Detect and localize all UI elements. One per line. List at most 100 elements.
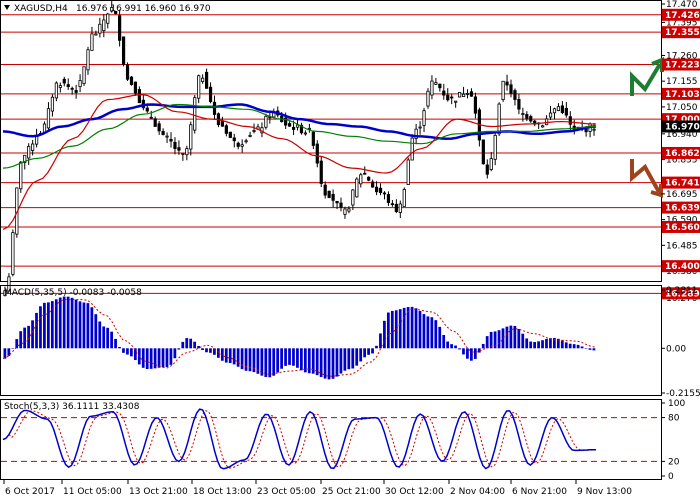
candle-body	[133, 81, 138, 94]
candle-body	[544, 118, 549, 126]
ohlc-values: 16.976 16.991 16.960 16.970	[76, 4, 211, 14]
macd-bar	[110, 331, 113, 349]
candle-body	[161, 131, 165, 135]
candle-body	[386, 194, 391, 203]
macd-bar	[521, 333, 525, 349]
macd-bar	[311, 348, 315, 374]
price-tick-label: 16.835	[666, 156, 698, 166]
macd-bar	[118, 346, 121, 349]
macd-bar	[489, 331, 493, 349]
candle-body	[465, 93, 470, 95]
macd-bar	[556, 338, 560, 349]
candle-body	[114, 10, 118, 14]
price-tick-label: 16.695	[666, 190, 698, 200]
candle-body	[197, 75, 201, 99]
candle-body	[430, 80, 434, 96]
macd-bar	[545, 338, 548, 349]
macd-bar	[256, 348, 260, 374]
candle-body	[94, 33, 98, 36]
moving-average-line-1	[2, 103, 597, 169]
macd-bar	[264, 348, 268, 377]
candle-body	[513, 90, 517, 100]
price-tick-label: 17.155	[666, 77, 698, 87]
macd-bar	[149, 348, 153, 369]
level-tag	[662, 220, 700, 233]
candle-body	[220, 120, 225, 127]
macd-bar	[228, 348, 232, 364]
candle-body	[27, 146, 31, 159]
macd-bar	[560, 340, 564, 349]
macd-bar	[327, 348, 331, 380]
macd-bar	[23, 327, 27, 349]
candle-body	[121, 36, 126, 65]
macd-bar	[390, 310, 394, 349]
candle-body	[177, 147, 181, 151]
macd-bar	[592, 348, 596, 351]
level-tag-label: 17.426	[665, 11, 700, 21]
macd-bar	[303, 348, 307, 373]
macd-bar	[375, 345, 378, 349]
level-tag-label: 16.741	[665, 179, 700, 189]
candle-body	[19, 161, 23, 190]
arrow-down-icon-head	[650, 184, 663, 198]
level-tag	[662, 201, 700, 214]
time-tick-label: 25 Oct 21:00	[322, 487, 381, 497]
macd-bar	[307, 348, 311, 374]
candlesticks	[3, 1, 596, 297]
macd-bar	[434, 320, 438, 349]
macd-bar	[458, 348, 461, 350]
stoch-panel-frame	[0, 399, 662, 480]
macd-bar	[161, 348, 165, 368]
candle-body	[450, 96, 454, 99]
macd-bar	[553, 337, 556, 349]
candle-body	[149, 116, 153, 119]
level-tag-label: 17.223	[665, 61, 700, 71]
time-tick-label: 2 Nov 04:00	[450, 487, 505, 497]
candle-body	[248, 135, 252, 137]
macd-bar	[66, 296, 70, 349]
candle-body	[414, 128, 418, 139]
macd-bar	[102, 326, 106, 349]
macd-bar	[505, 326, 509, 349]
macd-bar	[284, 348, 287, 366]
candle-body	[461, 93, 466, 98]
macd-bar	[114, 338, 117, 349]
candle-body	[11, 232, 15, 275]
candle-body	[390, 203, 395, 206]
candle-body	[153, 118, 157, 127]
candle-body	[291, 126, 296, 130]
macd-bar	[3, 348, 7, 359]
macd-bar	[177, 348, 181, 350]
candle-body	[446, 94, 450, 101]
macd-bar	[189, 338, 193, 349]
macd-bar	[473, 348, 477, 359]
candle-body	[31, 143, 35, 151]
macd-panel-frame	[0, 285, 662, 396]
macd-bar	[31, 320, 34, 349]
level-tag-label: 16.862	[665, 149, 700, 159]
macd-bar	[11, 348, 15, 349]
candle-body	[434, 82, 438, 85]
macd-bar	[398, 309, 402, 349]
candle-body	[374, 186, 379, 193]
candle-body	[489, 158, 493, 170]
level-tags: 17.426 17.355 17.223 17.103 17.000 16.862 16.7…	[662, 8, 700, 300]
time-tick-label: 11 Oct 05:00	[63, 487, 122, 497]
candle-body	[521, 113, 525, 115]
level-tag	[662, 146, 700, 159]
macd-bar	[414, 308, 418, 349]
macd-bar	[216, 348, 220, 358]
macd-bar	[248, 348, 252, 372]
level-tag	[662, 58, 700, 71]
macd-bar	[319, 348, 323, 377]
dropdown-triangle-icon	[4, 5, 10, 10]
macd-bar	[280, 348, 283, 369]
candle-body	[106, 13, 110, 24]
candle-body	[66, 84, 70, 88]
macd-bar	[485, 336, 489, 349]
candle-body	[303, 132, 308, 135]
candle-body	[3, 290, 7, 297]
candle-body	[50, 96, 55, 112]
candle-body	[165, 135, 169, 138]
stoch-tick-label: 80	[668, 414, 680, 424]
